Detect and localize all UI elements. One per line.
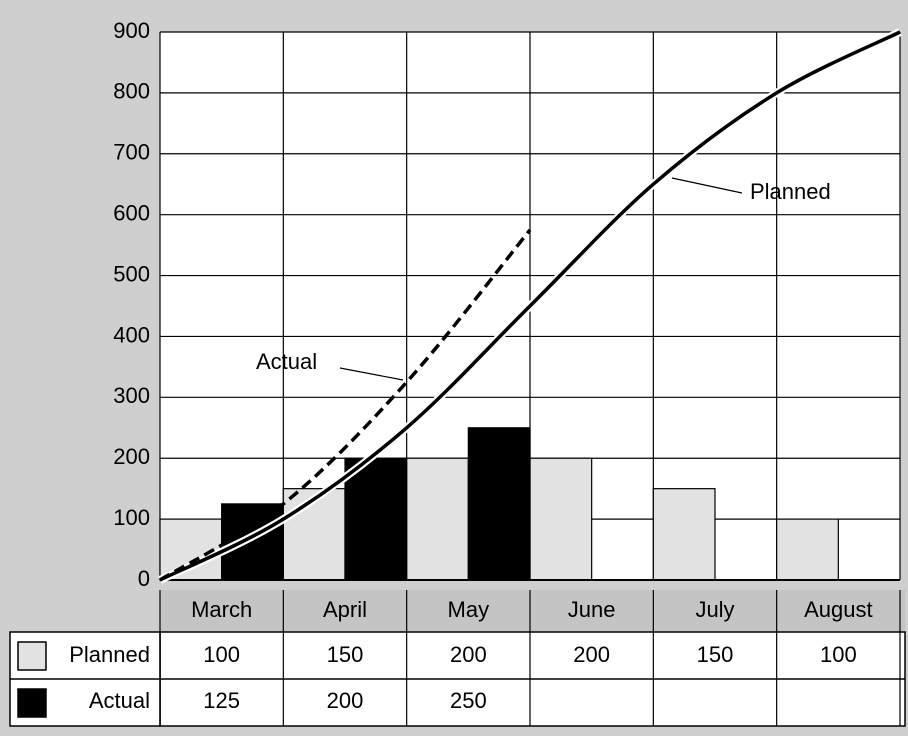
y-tick-label: 400	[113, 322, 150, 347]
leader-line	[671, 177, 743, 194]
legend-label: Actual	[89, 688, 150, 713]
cumulative-line	[159, 228, 532, 582]
y-tick-label: 500	[113, 261, 150, 286]
table-cell: 200	[450, 642, 487, 667]
bar	[344, 457, 408, 581]
cumulative-line	[159, 30, 901, 582]
table-cell: 100	[203, 642, 240, 667]
table-cell: 200	[573, 642, 610, 667]
bar	[221, 503, 284, 581]
y-tick-label: 900	[113, 18, 150, 43]
leader-line	[339, 367, 404, 381]
y-tick-label: 600	[113, 200, 150, 225]
bar	[776, 518, 839, 581]
annotation: Planned	[750, 179, 831, 204]
bar	[406, 457, 469, 581]
annotation: Actual	[256, 349, 317, 374]
table-cell: 100	[820, 642, 857, 667]
table-cell: 150	[327, 642, 364, 667]
y-tick-label: 700	[113, 140, 150, 165]
legend-label: Planned	[69, 642, 150, 667]
table-cell: 200	[327, 688, 364, 713]
table-header	[160, 590, 905, 632]
y-tick-label: 200	[113, 444, 150, 469]
x-tick-label: August	[804, 597, 873, 622]
table-cell: 150	[697, 642, 734, 667]
bar	[467, 427, 531, 581]
x-tick-label: May	[448, 597, 490, 622]
x-tick-label: June	[568, 597, 616, 622]
y-tick-label: 100	[113, 505, 150, 530]
bar	[652, 488, 716, 581]
y-tick-label: 300	[113, 383, 150, 408]
x-tick-label: April	[323, 597, 367, 622]
table-cell: 250	[450, 688, 487, 713]
legend-swatch	[17, 688, 47, 718]
table-cell: 125	[203, 688, 240, 713]
bar	[529, 457, 593, 581]
y-tick-label: 0	[138, 566, 150, 591]
legend-swatch	[17, 641, 47, 671]
x-tick-label: March	[191, 597, 252, 622]
y-tick-label: 800	[113, 79, 150, 104]
x-tick-label: July	[695, 597, 734, 622]
